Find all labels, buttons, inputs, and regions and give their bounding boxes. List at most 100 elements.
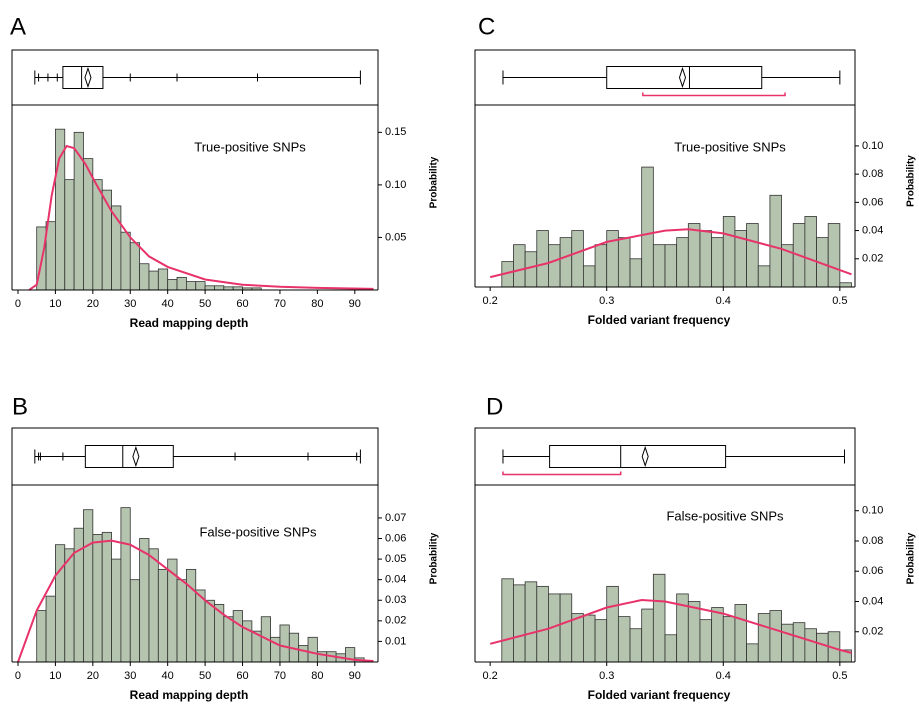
histogram-bar — [571, 613, 584, 663]
histogram-bar — [524, 251, 538, 288]
x-tick-label: 0.5 — [832, 670, 847, 682]
histogram-bar — [64, 548, 75, 663]
histogram-bar — [45, 595, 56, 663]
box — [62, 66, 104, 89]
histogram-bar — [583, 265, 596, 288]
density-curve — [28, 144, 374, 291]
histogram-bar — [157, 568, 169, 663]
mean-diamond — [84, 66, 92, 89]
histogram-bar — [816, 632, 829, 663]
histogram-bar — [839, 282, 852, 288]
histogram-bar — [307, 636, 318, 663]
histogram-bar — [513, 584, 526, 663]
histogram-bar — [148, 548, 159, 663]
histogram-bar — [157, 268, 169, 291]
histogram-bar — [176, 276, 187, 291]
y-tick-label: 0.06 — [862, 196, 883, 208]
histogram-bar — [699, 230, 713, 288]
y-axis-label: Probability — [906, 532, 917, 584]
histogram-bar — [101, 189, 112, 291]
x-tick-label: 60 — [236, 298, 248, 310]
y-tick-label: 0.08 — [862, 168, 883, 180]
histogram-bar — [64, 179, 75, 291]
annotation: True-positive SNPs — [194, 139, 306, 154]
x-tick-label: 70 — [274, 670, 286, 682]
annotation: False-positive SNPs — [199, 524, 317, 539]
x-tick-label: 10 — [49, 670, 61, 682]
x-tick-label: 0 — [15, 298, 21, 310]
histogram-bar — [583, 614, 596, 663]
histogram-bar — [571, 230, 584, 288]
histogram-bar — [185, 281, 197, 291]
histogram-bar — [559, 593, 573, 663]
x-tick-label: 70 — [274, 298, 286, 310]
panel-label: A — [10, 13, 26, 40]
density-curve — [489, 598, 852, 654]
box — [549, 445, 727, 468]
shortest-half — [502, 471, 622, 476]
histogram-bar — [148, 270, 159, 291]
boxplot-frame — [474, 49, 856, 106]
x-tick-label: 20 — [87, 298, 99, 310]
histogram-bar — [195, 589, 206, 663]
histogram-bar — [746, 223, 759, 288]
histogram-bar — [722, 616, 736, 663]
x-tick-label: 0.4 — [716, 295, 731, 307]
histogram-bar — [781, 623, 794, 663]
histogram-bar — [652, 573, 666, 663]
y-tick-label: 0.06 — [862, 565, 883, 577]
y-tick-label: 0.10 — [385, 179, 406, 191]
histogram-bar — [559, 237, 573, 288]
y-tick-label: 0.07 — [385, 512, 406, 524]
y-tick-label: 0.08 — [862, 535, 883, 547]
histogram-bar — [167, 279, 178, 291]
mean-diamond — [641, 445, 649, 468]
x-tick-label: 60 — [236, 670, 248, 682]
histogram-bar — [699, 619, 713, 663]
histogram-bar — [524, 581, 538, 663]
shortest-half — [642, 92, 786, 97]
histogram-bar — [687, 223, 701, 288]
boxplot-frame — [11, 49, 379, 106]
boxplot-frame — [11, 427, 379, 486]
x-tick-label: 80 — [311, 670, 323, 682]
histogram-bar — [722, 216, 736, 288]
histogram-bar — [757, 265, 771, 288]
histogram-bar — [617, 616, 631, 663]
y-tick-label: 0.15 — [385, 126, 406, 138]
histogram-bar — [129, 242, 141, 291]
x-tick-label: 0.3 — [599, 670, 614, 682]
histogram-bar — [757, 613, 771, 663]
y-tick-label: 0.10 — [862, 140, 883, 152]
density-curve — [489, 228, 852, 279]
histogram-bar — [111, 558, 122, 663]
histogram-bar — [36, 610, 47, 663]
histogram-bar — [501, 578, 514, 663]
histogram-bar — [617, 237, 631, 288]
histogram-bar — [711, 237, 724, 288]
y-tick-label: 0.04 — [862, 224, 883, 236]
panel-label: D — [486, 393, 503, 420]
y-tick-label: 0.06 — [385, 532, 406, 544]
y-tick-label: 0.05 — [385, 553, 406, 565]
histogram-bar — [652, 244, 666, 288]
histogram-bar — [55, 544, 66, 663]
histogram-bar — [204, 599, 215, 663]
x-tick-label: 20 — [87, 670, 99, 682]
histogram-bar — [120, 507, 131, 663]
histogram-bar — [101, 531, 112, 663]
histogram-bar — [513, 244, 526, 288]
histogram-bar — [232, 610, 243, 663]
histogram-bar — [120, 231, 131, 291]
mean-diamond — [678, 66, 687, 89]
histogram-bar — [804, 628, 817, 663]
y-tick-label: 0.02 — [385, 615, 406, 627]
histogram-bar — [139, 263, 150, 291]
x-tick-label: 10 — [49, 298, 61, 310]
panel-label: C — [478, 13, 495, 40]
histogram-bar — [664, 244, 678, 288]
histogram-bar — [176, 579, 187, 663]
histogram-bar — [129, 579, 141, 663]
histogram-bar — [641, 166, 654, 288]
